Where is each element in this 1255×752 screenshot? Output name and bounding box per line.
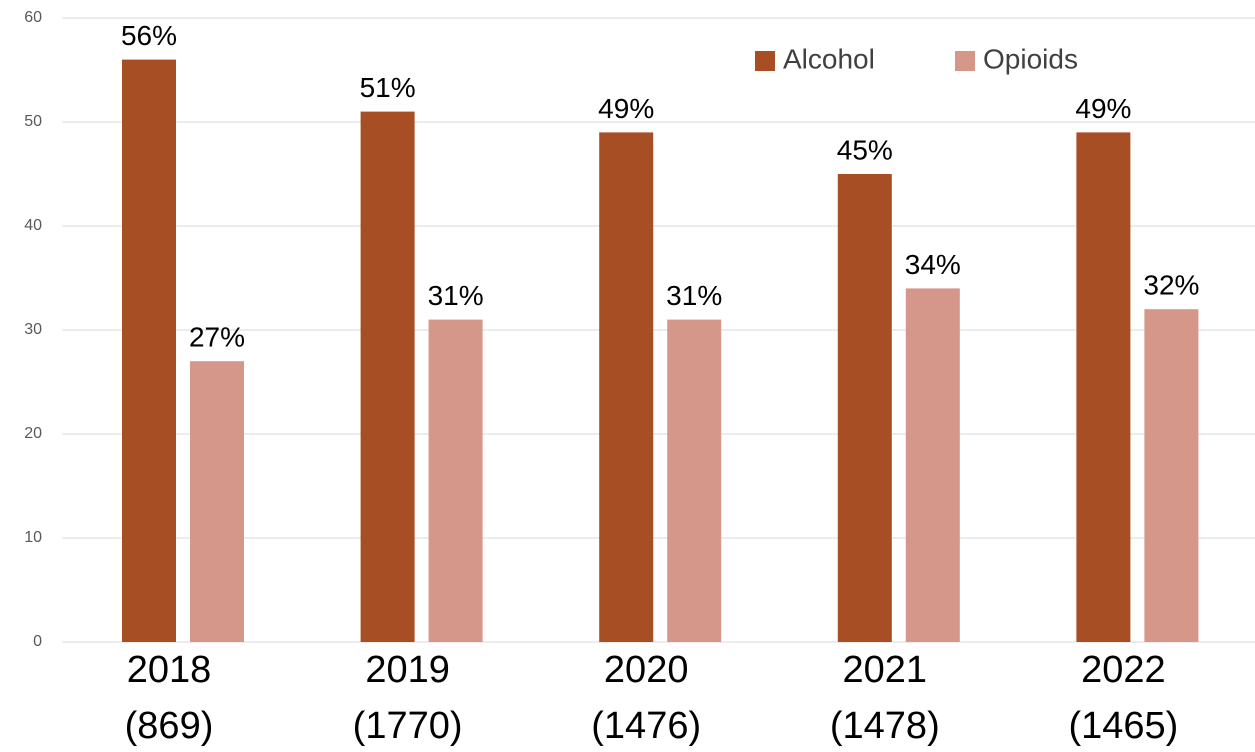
x-tick-label: 2021 (1478): [830, 649, 940, 747]
bar: [190, 361, 244, 642]
y-tick-label: 10: [24, 529, 42, 546]
y-tick-label: 60: [24, 9, 42, 26]
x-tick-label: 2019 (1770): [353, 649, 463, 747]
x-tick-label: 2022 (1465): [1068, 649, 1178, 747]
value-label: 31%: [666, 280, 722, 311]
bar: [599, 132, 654, 642]
legend-swatch: [955, 51, 975, 71]
x-tick-label: 2018 (869): [125, 649, 214, 747]
value-label: 32%: [1143, 270, 1199, 301]
legend-swatch: [755, 51, 775, 71]
bar: [122, 59, 176, 643]
bar: [360, 111, 415, 643]
value-label: 34%: [905, 249, 961, 280]
value-label: 27%: [189, 322, 245, 353]
bar: [1144, 309, 1199, 642]
y-tick-label: 20: [24, 425, 42, 442]
value-label: 49%: [1075, 93, 1131, 124]
x-tick-label: 2020 (1476): [591, 649, 701, 747]
bar: [428, 319, 483, 642]
y-tick-label: 40: [24, 217, 42, 234]
bar: [667, 319, 722, 642]
bar: [905, 288, 960, 642]
value-label: 56%: [121, 20, 177, 51]
value-label: 51%: [360, 72, 416, 103]
bar: [1076, 132, 1131, 642]
y-tick-label: 30: [24, 321, 42, 338]
value-label: 31%: [428, 280, 484, 311]
y-tick-label: 50: [24, 113, 42, 130]
value-label: 49%: [598, 93, 654, 124]
value-label: 45%: [837, 134, 893, 165]
legend-label: Opioids: [983, 43, 1078, 74]
y-tick-label: 0: [33, 633, 42, 650]
bar: [837, 174, 892, 642]
legend-label: Alcohol: [783, 43, 875, 74]
